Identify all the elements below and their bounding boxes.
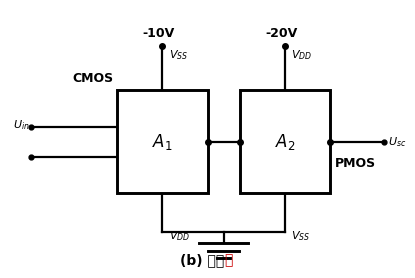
Text: $V_{DD}$: $V_{DD}$ (168, 229, 190, 243)
Bar (117, 90, 208, 193)
Bar (240, 90, 330, 193)
Text: -10V: -10V (142, 27, 174, 39)
Text: $U_{in}$: $U_{in}$ (13, 118, 29, 132)
Text: $V_{DD}$: $V_{DD}$ (291, 48, 312, 61)
Text: CMOS: CMOS (72, 71, 113, 85)
Text: 二: 二 (224, 253, 232, 267)
Text: $V_{SS}$: $V_{SS}$ (168, 48, 188, 61)
Text: $U_{sc}$: $U_{sc}$ (388, 135, 406, 149)
Text: -20V: -20V (265, 27, 297, 39)
Text: $A_1$: $A_1$ (152, 132, 173, 152)
Text: $A_2$: $A_2$ (275, 132, 295, 152)
Text: $V_{SS}$: $V_{SS}$ (291, 229, 311, 243)
Text: PMOS: PMOS (334, 157, 376, 170)
Text: (b) 电路: (b) 电路 (180, 253, 224, 267)
